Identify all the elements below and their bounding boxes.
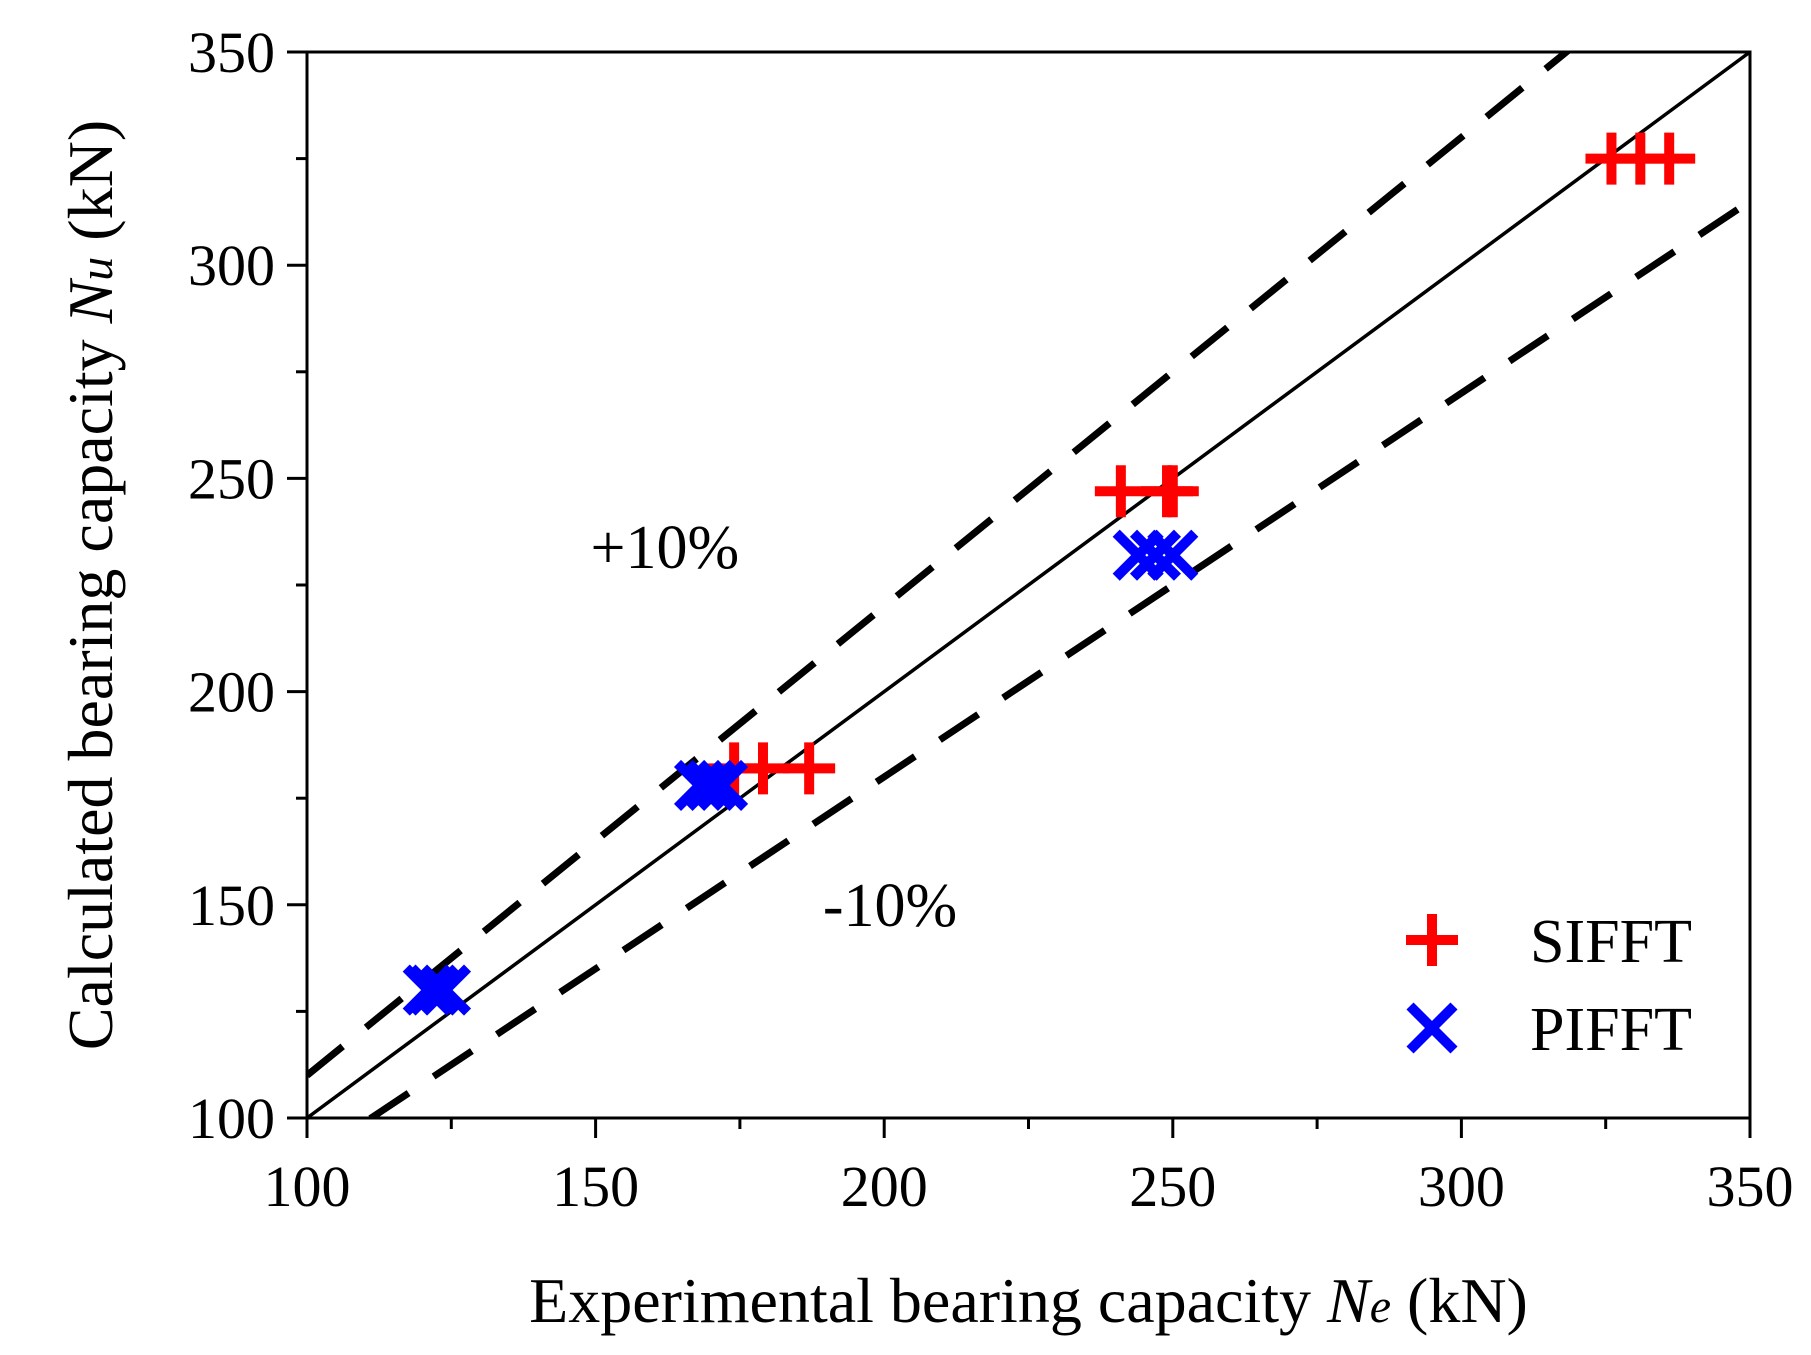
y-tick-label: 300 [188, 233, 275, 298]
y-axis-title: Calculated bearing capacity Nu (kN) [55, 120, 126, 1050]
annotations: +10% -10% [591, 514, 958, 940]
annotation-minus-10: -10% [823, 872, 957, 940]
data-point-sifft [1094, 465, 1147, 518]
reference-lines [307, 52, 1750, 1118]
x-tick-label: 350 [1707, 1154, 1794, 1219]
y-tick-label: 200 [188, 660, 275, 725]
data-point-pifft [1129, 529, 1182, 581]
data-point-pifft [697, 759, 749, 811]
reference-line-1 [307, 52, 1572, 1079]
legend: SIFFT PIFFT [1406, 908, 1692, 1064]
data-point-sifft [1146, 465, 1199, 518]
data-point-pifft [685, 759, 737, 811]
y-tick-label: 150 [188, 873, 275, 938]
y-tick-label: 100 [188, 1086, 275, 1151]
data-point-sifft [783, 742, 836, 795]
data-points [402, 132, 1696, 1016]
legend-marker-sifft [1406, 914, 1458, 966]
y-tick-label: 350 [188, 20, 275, 85]
x-tick-label: 300 [1418, 1154, 1505, 1219]
legend-label-sifft: SIFFT [1530, 908, 1692, 976]
data-point-pifft [1147, 529, 1199, 581]
data-point-pifft [419, 964, 472, 1016]
x-tick-label: 250 [1129, 1154, 1216, 1219]
x-tick-label: 200 [841, 1154, 928, 1219]
data-point-pifft [408, 964, 460, 1016]
annotation-plus-10: +10% [591, 514, 740, 582]
legend-label-pifft: PIFFT [1530, 996, 1692, 1064]
reference-line-2 [364, 198, 1750, 1118]
y-tick-label: 250 [188, 446, 275, 511]
x-axis-title: Experimental bearing capacity Ne (kN) [529, 1265, 1528, 1336]
axis-ticks: 100 150 200 250 300 350 100 150 200 250 300 350 [188, 20, 1794, 1219]
legend-marker-pifft [1406, 1002, 1458, 1054]
data-point-sifft [1643, 132, 1696, 185]
reference-line-0 [307, 52, 1750, 1118]
x-tick-label: 150 [552, 1154, 639, 1219]
x-tick-label: 100 [264, 1154, 351, 1219]
